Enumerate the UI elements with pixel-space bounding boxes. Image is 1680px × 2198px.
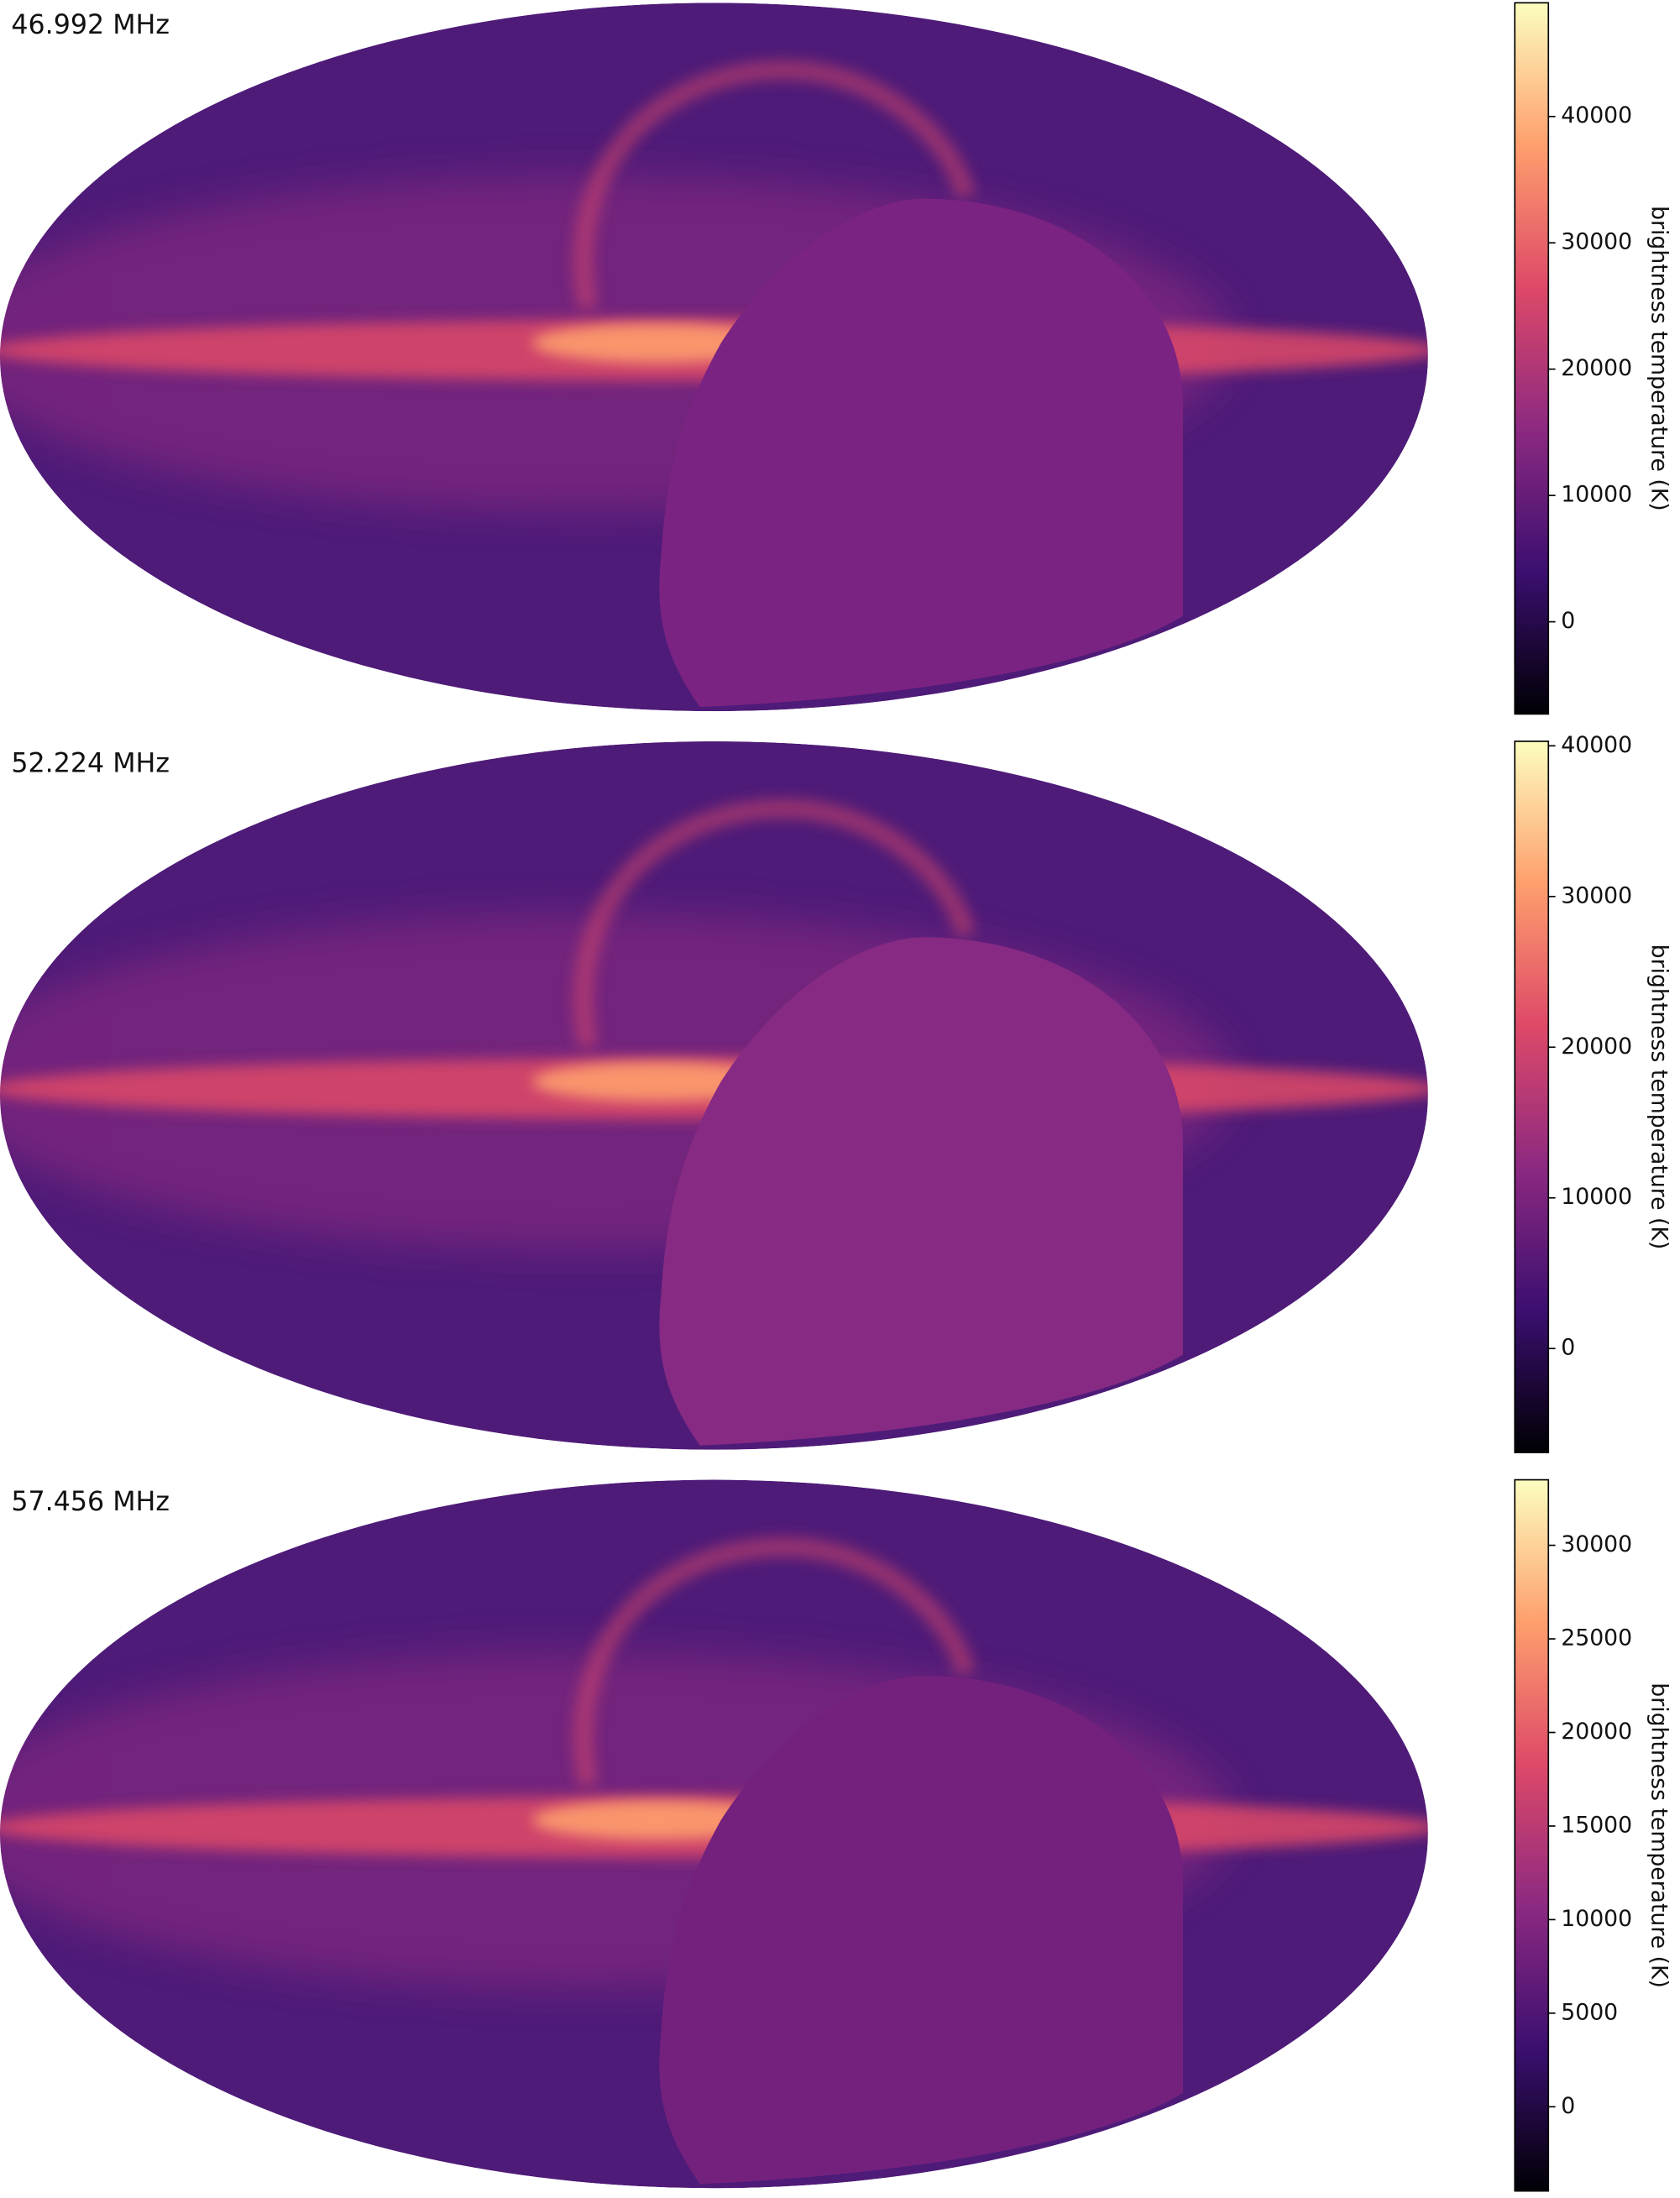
colorbar-tick-label: 20000 — [1561, 355, 1632, 381]
colorbar-tick-label: 10000 — [1561, 482, 1632, 508]
colorbar — [1514, 2, 1550, 715]
colorbar-label: brightness temperature (K) — [1646, 945, 1672, 1250]
panel-title: 57.456 MHz — [11, 1487, 170, 1517]
colorbar — [1514, 741, 1550, 1453]
panel-title: 52.224 MHz — [11, 749, 170, 779]
loop-feature — [573, 1536, 976, 1787]
loop-feature — [573, 798, 976, 1049]
masked-region — [659, 1676, 1184, 2185]
colorbar-tick-label: 5000 — [1561, 1999, 1618, 2025]
colorbar-tick-label: 30000 — [1561, 229, 1632, 255]
colorbar-tick-label: 10000 — [1561, 1184, 1632, 1210]
colorbar-tick-label: 25000 — [1561, 1625, 1632, 1651]
colorbar-tick-label: 0 — [1561, 1335, 1575, 1361]
colorbar-tick-label: 0 — [1561, 608, 1575, 634]
loop-feature — [573, 60, 976, 311]
colorbar-tick-label: 10000 — [1561, 1906, 1632, 1932]
sky-map — [0, 741, 1428, 1450]
colorbar-label: brightness temperature (K) — [1646, 206, 1672, 511]
masked-region — [659, 937, 1184, 1446]
colorbar-tick-label: 30000 — [1561, 882, 1632, 908]
colorbar-tick-label: 30000 — [1561, 1531, 1632, 1557]
colorbar-tick-label: 40000 — [1561, 732, 1632, 758]
colorbar-tick-label: 40000 — [1561, 102, 1632, 128]
sky-map — [0, 1479, 1428, 2189]
panel-title: 46.992 MHz — [11, 10, 170, 40]
panel: 46.992 MHz 0 10000 20000 30000 40000 brightnes… — [0, 2, 1672, 715]
colorbar-tick-label: 20000 — [1561, 1719, 1632, 1745]
panel: 52.224 MHz 0 10000 20000 30000 40000 brightnes… — [0, 732, 1672, 1453]
masked-region — [659, 198, 1184, 708]
colorbar-tick-label: 15000 — [1561, 1812, 1632, 1838]
panel: 57.456 MHz 0 5000 10000 15000 20000 25000 30000… — [0, 1478, 1672, 2192]
sky-map — [0, 3, 1428, 712]
colorbar — [1514, 1478, 1550, 2192]
colorbar-label: brightness temperature (K) — [1646, 1683, 1672, 1988]
colorbar-tick-label: 20000 — [1561, 1034, 1632, 1060]
colorbar-tick-label: 0 — [1561, 2093, 1575, 2119]
